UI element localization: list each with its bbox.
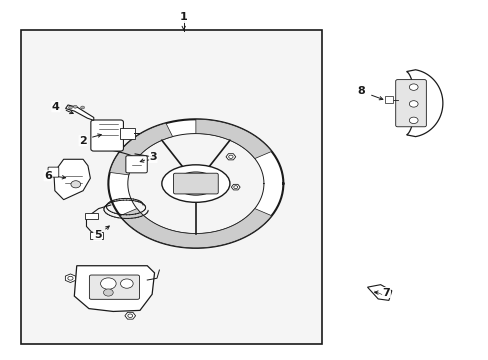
Polygon shape — [54, 159, 90, 200]
Text: 4: 4 — [52, 102, 60, 112]
Polygon shape — [124, 312, 135, 319]
Polygon shape — [109, 123, 172, 175]
FancyBboxPatch shape — [85, 212, 98, 219]
Polygon shape — [225, 154, 235, 160]
FancyBboxPatch shape — [384, 96, 392, 103]
FancyBboxPatch shape — [395, 80, 426, 127]
Polygon shape — [367, 285, 391, 300]
Circle shape — [81, 106, 84, 109]
Text: 2: 2 — [79, 136, 87, 146]
FancyBboxPatch shape — [125, 156, 147, 173]
FancyBboxPatch shape — [89, 275, 139, 299]
Text: 8: 8 — [357, 86, 365, 96]
Polygon shape — [120, 208, 271, 248]
Polygon shape — [65, 274, 75, 283]
FancyBboxPatch shape — [90, 232, 102, 239]
Text: 3: 3 — [149, 153, 157, 162]
Circle shape — [408, 117, 417, 123]
Ellipse shape — [162, 165, 229, 202]
Text: 1: 1 — [180, 13, 187, 22]
Polygon shape — [74, 266, 154, 311]
FancyBboxPatch shape — [173, 173, 218, 194]
Polygon shape — [196, 119, 271, 158]
Ellipse shape — [175, 172, 216, 195]
Circle shape — [73, 105, 77, 108]
Circle shape — [120, 279, 133, 288]
Circle shape — [408, 101, 417, 107]
Polygon shape — [108, 119, 283, 248]
FancyBboxPatch shape — [91, 120, 123, 151]
Text: 6: 6 — [44, 171, 52, 181]
Circle shape — [408, 84, 417, 90]
Text: 7: 7 — [382, 288, 389, 297]
Polygon shape — [65, 105, 94, 120]
Polygon shape — [406, 70, 442, 136]
Text: 5: 5 — [94, 230, 102, 240]
Polygon shape — [231, 184, 240, 190]
FancyBboxPatch shape — [120, 128, 134, 139]
Bar — [21, 30, 322, 344]
Circle shape — [68, 106, 72, 109]
FancyBboxPatch shape — [48, 167, 59, 177]
Circle shape — [101, 278, 116, 289]
Circle shape — [103, 289, 113, 296]
Circle shape — [71, 181, 81, 188]
